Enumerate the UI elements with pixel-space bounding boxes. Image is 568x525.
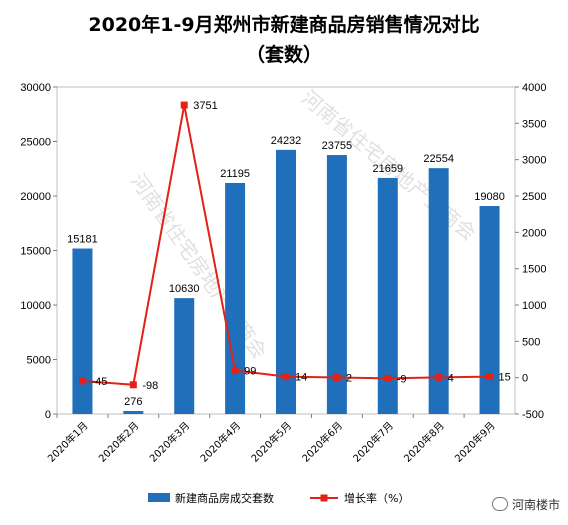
bar	[479, 206, 500, 414]
y-right-tick-label: 1000	[522, 300, 546, 312]
growth-marker	[384, 374, 392, 382]
growth-value-label: 15	[499, 372, 511, 384]
y-right-tick-label: 2000	[522, 227, 546, 239]
growth-value-label: 2	[346, 373, 352, 385]
x-tick-label: 2020年8月	[401, 419, 447, 465]
growth-value-label: 14	[295, 372, 307, 384]
chart-subtitle: （套数）	[245, 44, 322, 66]
growth-marker	[231, 366, 239, 374]
growth-marker	[78, 377, 86, 385]
bar	[276, 149, 296, 414]
y-left-tick-label: 20000	[20, 191, 51, 203]
y-left-tick-label: 0	[45, 409, 51, 421]
growth-marker	[435, 373, 443, 381]
x-tick-label: 2020年7月	[350, 419, 396, 465]
y-right-tick-label: 3000	[522, 155, 546, 167]
bar	[72, 248, 93, 414]
growth-value-label: 99	[244, 365, 256, 377]
x-tick-label: 2020年2月	[96, 419, 142, 465]
growth-marker	[282, 373, 290, 381]
bar-value-label: 10630	[169, 283, 200, 295]
y-right-tick-label: 1500	[522, 264, 546, 276]
bar	[326, 155, 347, 414]
bar-value-label: 24232	[271, 135, 302, 147]
growth-marker	[180, 101, 188, 109]
bar	[123, 410, 144, 414]
growth-marker	[333, 374, 341, 382]
brand-badge: 河南楼市	[491, 496, 560, 513]
legend-line-marker	[320, 494, 328, 502]
bar	[377, 177, 398, 414]
growth-marker	[129, 381, 137, 389]
y-right-tick-label: 0	[522, 373, 528, 385]
line-series	[78, 101, 494, 389]
bar-value-label: 23755	[322, 140, 353, 152]
y-left-tick-label: 10000	[20, 300, 51, 312]
y-right-tick-label: 2500	[522, 191, 546, 203]
legend: 新建商品房成交套数 增长率（%）	[148, 491, 409, 505]
bar	[428, 168, 449, 414]
y-left-tick-label: 15000	[20, 246, 51, 258]
watermark-text: 河南省住宅房地产业商会	[126, 169, 272, 363]
bar-value-label: 15181	[67, 234, 98, 246]
bar-value-label: 21195	[220, 168, 250, 180]
x-tick-label: 2020年1月	[45, 419, 91, 465]
growth-value-label: -9	[397, 373, 407, 385]
growth-value-label: 3751	[193, 100, 217, 112]
y-right-tick-label: 4000	[522, 82, 546, 94]
x-tick-label: 2020年6月	[299, 419, 345, 465]
legend-bar-swatch	[148, 493, 170, 502]
growth-value-label: 4	[448, 372, 454, 384]
wechat-icon	[491, 497, 508, 511]
legend-bar-label: 新建商品房成交套数	[175, 491, 274, 505]
data-labels: 15181 276 10630 21195 24232 23755 21659 22554 19…	[67, 100, 511, 408]
bar-value-label: 276	[124, 396, 142, 408]
bar	[225, 182, 246, 414]
x-tick-label: 2020年4月	[197, 419, 243, 465]
bar-value-label: 21659	[372, 163, 403, 175]
y-right-tick-label: 3500	[522, 118, 546, 130]
bar-series	[72, 149, 500, 414]
bar	[174, 298, 195, 414]
growth-value-label: -98	[142, 380, 158, 392]
y-right-tick-label: 500	[522, 336, 540, 348]
chart-title: 2020年1-9月郑州市新建商品房销售情况对比	[88, 14, 480, 36]
x-tick-label: 2020年9月	[452, 419, 498, 465]
y-left-tick-label: 30000	[20, 82, 51, 94]
x-tick-label: 2020年3月	[147, 419, 193, 465]
y-right-tick-label: -500	[522, 409, 544, 421]
bar-value-label: 22554	[423, 153, 454, 165]
y-left-tick-label: 5000	[27, 355, 51, 367]
growth-value-label: -45	[91, 376, 107, 388]
bar-value-label: 19080	[474, 191, 505, 203]
x-tick-label: 2020年5月	[248, 419, 294, 465]
brand-label: 河南楼市	[511, 498, 560, 512]
growth-marker	[486, 373, 494, 381]
y-left-tick-label: 25000	[20, 137, 51, 149]
legend-line-label: 增长率（%）	[344, 491, 409, 505]
